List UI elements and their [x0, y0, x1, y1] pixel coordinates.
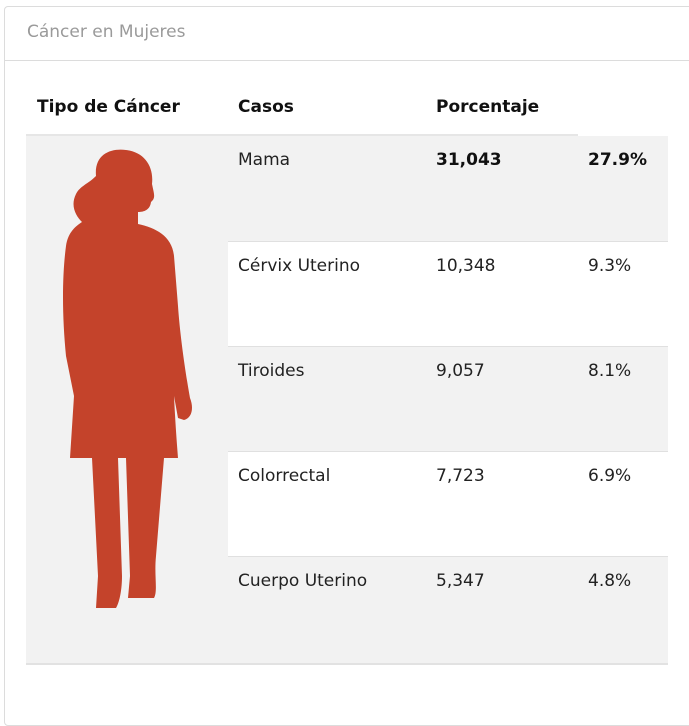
table-cell: 5,347	[436, 571, 485, 591]
table-cell: 6.9%	[588, 466, 631, 486]
table-cell: 9.3%	[588, 256, 631, 276]
table-cell: Tiroides	[238, 361, 304, 381]
table-cell: Mama	[238, 150, 290, 170]
table-row: Tiroides 9,057 8.1%	[228, 346, 668, 451]
divider	[4, 60, 689, 61]
table-cell: 4.8%	[588, 571, 631, 591]
table-row: Cérvix Uterino 10,348 9.3%	[228, 241, 668, 346]
table-cell: Cérvix Uterino	[238, 256, 360, 276]
table-cell: Cuerpo Uterino	[238, 571, 367, 591]
table-row: Colorrectal 7,723 6.9%	[228, 451, 668, 556]
table-cell: 9,057	[436, 361, 485, 381]
woman-silhouette	[26, 136, 226, 616]
table-cell: Colorrectal	[238, 466, 330, 486]
column-header: Tipo de Cáncer	[37, 97, 180, 117]
card-title: Cáncer en Mujeres	[27, 22, 185, 42]
table-cell: 10,348	[436, 256, 495, 276]
column-header: Porcentaje	[436, 97, 539, 117]
table-cell: 7,723	[436, 466, 485, 486]
table-row: Mama 31,043 27.9%	[228, 136, 668, 241]
table-row: Cuerpo Uterino 5,347 4.8%	[228, 556, 668, 661]
column-header: Casos	[238, 97, 294, 117]
page: Cáncer en Mujeres Tipo de Cáncer Casos P…	[0, 0, 689, 705]
table-cell: 8.1%	[588, 361, 631, 381]
table-cell: 31,043	[436, 150, 502, 170]
table-cell: 27.9%	[588, 150, 647, 170]
